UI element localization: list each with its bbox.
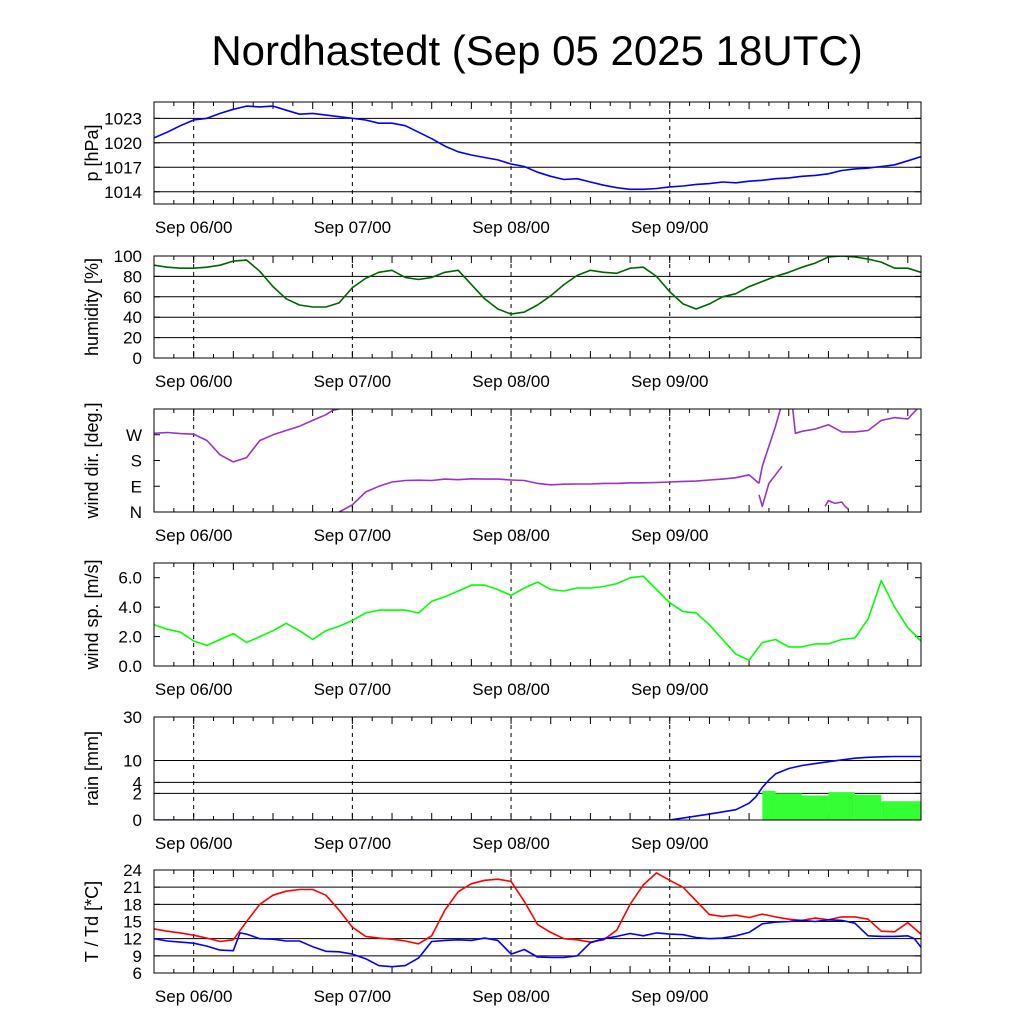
humidity-y-tick-label: 40 [123, 308, 142, 327]
temperature-x-tick-label: Sep 08/00 [472, 987, 550, 1006]
humidity-series-line [154, 256, 921, 315]
rain-bar [801, 795, 829, 820]
wind-speed-y-tick-label: 6.0 [118, 569, 142, 588]
pressure-x-tick-label: Sep 08/00 [472, 218, 550, 237]
rain-x-tick-label: Sep 06/00 [155, 834, 233, 853]
pressure-series-line [154, 105, 921, 191]
humidity-x-tick-label: Sep 09/00 [631, 372, 709, 391]
humidity-axis-label: humidity [%] [82, 258, 102, 356]
wind-speed-y-tick-label: 4.0 [118, 598, 142, 617]
wind-direction-x-tick-label: Sep 06/00 [155, 526, 233, 545]
rain-bar [828, 792, 855, 820]
rain-x-tick-label: Sep 09/00 [631, 834, 709, 853]
humidity-x-tick-label: Sep 08/00 [472, 372, 550, 391]
humidity-y-tick-label: 0 [133, 349, 142, 368]
rain-bar [762, 790, 776, 820]
pressure-axis-label: p [hPa] [82, 124, 102, 181]
wind-speed-y-tick-label: 0.0 [118, 657, 142, 676]
pressure-x-tick-label: Sep 07/00 [314, 218, 392, 237]
pressure-x-tick-label: Sep 06/00 [155, 218, 233, 237]
temperature-y-tick-label: 9 [133, 947, 142, 966]
pressure-y-tick-label: 1020 [104, 134, 142, 153]
wind-speed-x-tick-label: Sep 06/00 [155, 680, 233, 699]
wind-direction-series-line [824, 499, 849, 510]
temperature-y-tick-label: 24 [123, 861, 142, 880]
wind-direction-axis-label: wind dir. [deg.] [82, 402, 102, 519]
wind-direction-x-tick-label: Sep 09/00 [631, 526, 709, 545]
rain-y-tick-label: 2 [133, 784, 142, 803]
pressure-y-tick-label: 1014 [104, 183, 142, 202]
humidity-y-tick-label: 60 [123, 288, 142, 307]
humidity-x-tick-label: Sep 06/00 [155, 372, 233, 391]
wind-speed-y-tick-label: 2.0 [118, 628, 142, 647]
wind-speed-axis-label: wind sp. [m/s] [82, 559, 102, 670]
rain-frame [153, 716, 922, 821]
rain-y-tick-label: 30 [123, 708, 142, 727]
wind-speed-x-tick-label: Sep 07/00 [314, 680, 392, 699]
humidity-y-tick-label: 100 [114, 247, 142, 266]
wind-direction-series-line [758, 409, 919, 484]
temperature-y-tick-label: 6 [133, 964, 142, 983]
temperature-y-tick-label: 15 [123, 913, 142, 932]
temperature-y-tick-label: 18 [123, 895, 142, 914]
rain-x-tick-label: Sep 07/00 [314, 834, 392, 853]
temperature-series-line [154, 872, 921, 945]
temperature-axis-label: T / Td [*C] [82, 881, 102, 962]
wind-direction-y-tick-label: E [131, 477, 142, 496]
temperature-x-tick-label: Sep 09/00 [631, 987, 709, 1006]
wind-speed-x-tick-label: Sep 09/00 [631, 680, 709, 699]
wind-speed-series-line [154, 575, 921, 661]
temperature-y-tick-label: 21 [123, 878, 142, 897]
rain-axis-label: rain [mm] [82, 731, 102, 806]
wind-speed-x-tick-label: Sep 08/00 [472, 680, 550, 699]
rain-y-tick-label: 0 [133, 811, 142, 830]
humidity-x-tick-label: Sep 07/00 [314, 372, 392, 391]
temperature-x-tick-label: Sep 07/00 [314, 987, 392, 1006]
wind-direction-x-tick-label: Sep 07/00 [314, 526, 392, 545]
temperature-y-tick-label: 12 [123, 930, 142, 949]
temperature-frame [153, 869, 922, 974]
pressure-y-tick-label: 1017 [104, 158, 142, 177]
temperature-x-tick-label: Sep 06/00 [155, 987, 233, 1006]
wind-direction-frame [153, 408, 922, 513]
wind-direction-y-tick-label: W [126, 426, 142, 445]
humidity-frame [153, 255, 922, 359]
rain-bar [881, 801, 921, 820]
rain-series-line [154, 755, 921, 820]
pressure-y-tick-label: 1023 [104, 109, 142, 128]
rain-bar [775, 793, 802, 820]
wind-direction-y-tick-label: S [131, 452, 142, 471]
humidity-y-tick-label: 80 [123, 267, 142, 286]
chart-title: Nordhastedt (Sep 05 2025 18UTC) [211, 27, 862, 74]
wind-direction-x-tick-label: Sep 08/00 [472, 526, 550, 545]
pressure-frame [153, 101, 922, 205]
wind-direction-series-line [154, 409, 340, 463]
rain-y-tick-label: 4 [133, 773, 142, 792]
rain-y-tick-label: 10 [123, 752, 142, 771]
humidity-y-tick-label: 20 [123, 329, 142, 348]
wind-speed-frame [153, 562, 922, 667]
rain-bar [854, 794, 882, 820]
temperature-series-line [154, 918, 921, 968]
rain-x-tick-label: Sep 08/00 [472, 834, 550, 853]
pressure-x-tick-label: Sep 09/00 [631, 218, 709, 237]
wind-direction-y-tick-label: N [130, 503, 142, 522]
wind-direction-series-line [758, 465, 783, 508]
wind-direction-series-line [338, 473, 760, 512]
